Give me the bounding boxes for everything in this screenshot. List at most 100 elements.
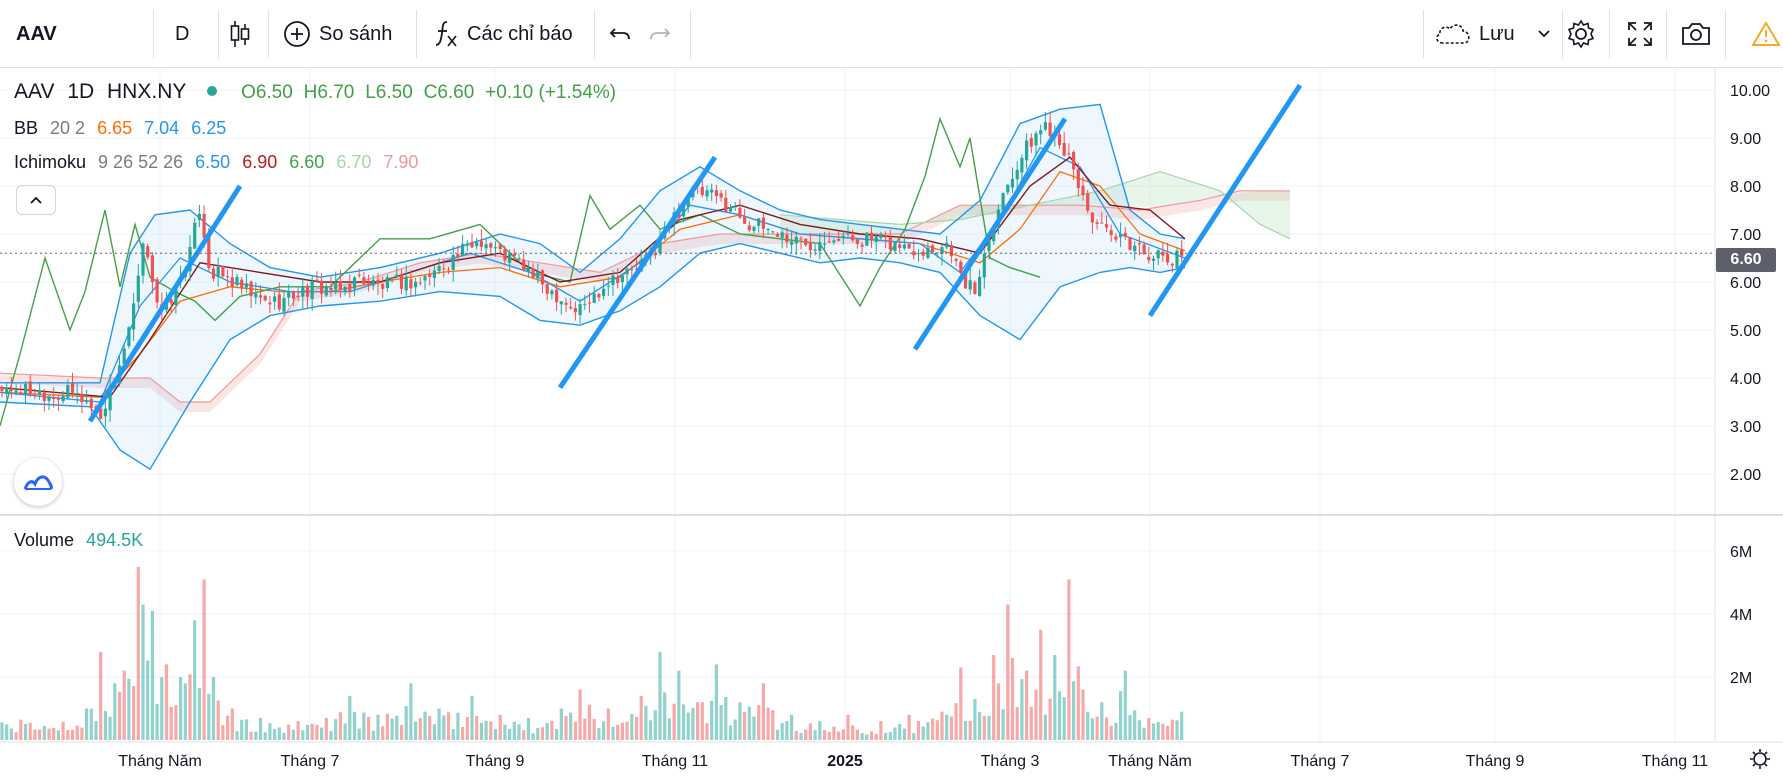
candle-body [564,302,568,305]
indicators-button[interactable]: Các chỉ báo [433,0,573,68]
volume-bar [978,712,982,740]
price-axis[interactable]: 2.00 3.00 4.00 5.00 6.00 7.00 8.00 9.00 10.00 [1730,83,1770,484]
candle-body [973,282,977,294]
candle-body [329,287,333,291]
volume-bar [1114,722,1118,740]
candle-body [47,396,51,401]
warning-button[interactable] [1752,0,1780,68]
redo-button[interactable] [648,0,672,68]
volume-bar [465,717,469,740]
ichimoku-lead1-value: 6.70 [336,152,372,172]
volume-bar [808,723,812,740]
volume-bar [710,700,714,740]
candle-body [479,240,483,247]
volume-bar [531,733,535,740]
volume-bar [1072,681,1076,740]
candle-body [409,279,413,289]
volume-axis[interactable]: 2M 4M 6M [1730,544,1752,687]
candle-body [794,236,798,244]
candle-body [489,243,493,248]
volume-bar [733,719,737,740]
price-tick-label: 9.00 [1730,131,1761,148]
candle-body [390,277,394,279]
volume-tick-label: 4M [1730,607,1752,624]
candle-body [1081,185,1085,196]
candle-body [1015,169,1019,180]
symbol-search[interactable]: AAV [16,0,57,68]
candle-body [240,279,244,288]
volume-bar [362,712,366,740]
volume-bar [841,729,845,740]
compare-button[interactable]: So sánh [283,0,392,68]
volume-bar [390,718,394,740]
candle-body [197,213,201,221]
settings-button[interactable] [1565,0,1597,68]
volume-legend[interactable]: Volume 494.5K [14,530,150,551]
candle-body [963,272,968,289]
volume-bar [898,724,902,740]
bollinger-band-fill [0,104,1185,470]
candle-body [470,242,474,248]
candle-body [827,241,831,243]
undo-button[interactable] [608,0,632,68]
volume-bar [503,724,507,740]
volume-bar [667,718,671,740]
candle-body [202,213,206,238]
candle-body [211,268,216,279]
candle-body [879,233,883,238]
volume-bar [301,730,305,740]
legend-symbol: AAV [14,80,55,103]
candle-body [38,390,42,394]
candle-body [1029,138,1033,147]
volume-bar [719,705,723,740]
volume-bar [799,732,803,740]
candle-body [310,281,314,299]
candle-body [343,286,347,291]
screenshot-button[interactable] [1680,0,1712,68]
candle-body [583,303,587,305]
volume-bar [47,728,51,740]
plus-circle-icon [284,21,310,47]
volume-bar [743,712,747,740]
time-tick-label: Tháng 7 [1291,753,1350,770]
volume-bar [949,716,953,740]
volume-bar [968,720,972,740]
candle-body [902,244,906,249]
save-button[interactable]: Lưu [1433,0,1551,68]
candle-body [235,276,239,286]
bollinger-lower-line [0,242,1186,471]
volume-bar [381,726,385,740]
bollinger-upper-line [0,103,1186,384]
volume-bar [1180,711,1184,740]
volume-bar [757,705,761,740]
bb-legend[interactable]: BB 20 2 6.65 7.04 6.25 [14,118,233,139]
chart-type-button[interactable] [228,0,252,68]
volume-bar [1166,725,1170,740]
volume-bar [1100,702,1104,740]
cloud-icon [1436,24,1470,44]
main-legend[interactable]: AAV 1D HNX.NY O6.50 H6.70 L6.50 C6.60 +0… [14,80,623,104]
candle-body [818,242,822,252]
legend-change: +0.10 (+1.54%) [485,82,617,103]
time-axis[interactable]: Tháng Năm Tháng 7 Tháng 9 Tháng 11 2025 Tháng… [118,753,1708,770]
candle-body [249,281,253,297]
interval-button[interactable]: D [175,0,189,68]
candle-body [136,275,140,302]
candle-body [743,216,747,224]
chart-canvas[interactable]: 2.00 3.00 4.00 5.00 6.00 7.00 8.00 9.00 10.00 2M… [0,68,1783,777]
camera-icon [1682,23,1710,45]
time-tick-label: Tháng Năm [118,753,202,770]
fullscreen-button[interactable] [1626,0,1654,68]
ichimoku-legend[interactable]: Ichimoku 9 26 52 26 6.50 6.90 6.60 6.70 … [14,152,425,173]
trendlines[interactable] [87,83,1303,423]
time-axis-settings[interactable] [1750,749,1770,769]
volume-bar [837,731,841,740]
candle-body [1119,234,1123,238]
volume-bar [1010,658,1015,740]
volume-bar [992,655,996,741]
volume-bar [1123,670,1127,740]
cloud-bearish-fill [0,190,1290,412]
price-tick-label: 10.00 [1730,83,1770,100]
tradingview-logo[interactable] [14,458,62,506]
collapse-legend-button[interactable] [16,185,56,215]
